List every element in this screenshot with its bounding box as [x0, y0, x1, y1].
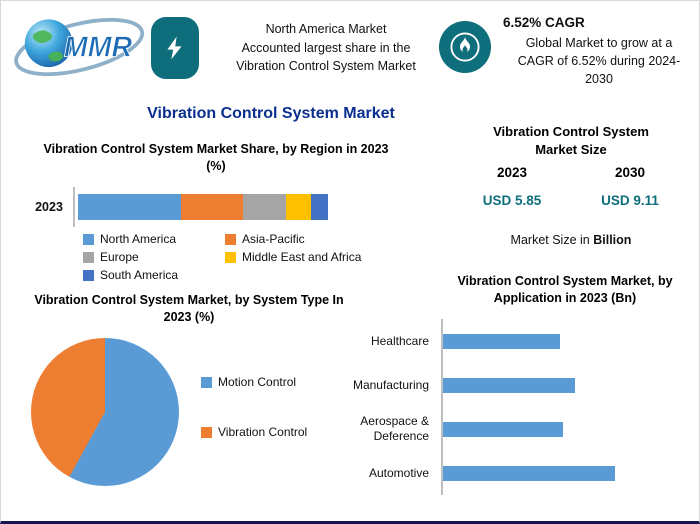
logo-text: MMR	[64, 32, 133, 64]
pie-chart	[31, 338, 179, 486]
legend-label: Vibration Control	[218, 425, 308, 439]
lightning-icon	[151, 17, 199, 79]
app-bar-track	[441, 407, 693, 451]
legend-label: North America	[100, 232, 177, 246]
app-bar-label: Manufacturing	[352, 377, 429, 392]
callout-cagr: 6.52% CAGR Global Market to grow at a CA…	[439, 13, 695, 88]
legend-item-asia-pacific: Asia-Pacific	[225, 232, 413, 246]
region-segment-asia-pacific	[180, 194, 243, 220]
app-chart-title: Vibration Control System Market, by Appl…	[457, 274, 673, 305]
legend-item-north-america: North America	[83, 232, 225, 246]
region-segment-europe	[243, 194, 286, 220]
region-segment-middle-east-and-africa	[285, 194, 311, 220]
callout-north-america: North America Market Accounted largest s…	[151, 17, 441, 79]
mmr-logo: MMR	[9, 7, 155, 87]
legend-swatch	[83, 269, 94, 281]
legend-item-south-america: South America	[83, 268, 225, 282]
app-bar-aerospace-deference	[443, 421, 563, 437]
legend-swatch	[83, 233, 94, 245]
legend-item-vibration-control: Vibration Control	[201, 425, 307, 439]
legend-item-middle-east-and-africa: Middle East and Africa	[225, 250, 413, 264]
region-legend: North America Asia-Pacific Europe Middle Ea…	[83, 232, 413, 282]
legend-label: Middle East and Africa	[242, 250, 362, 264]
region-axis-line	[73, 187, 75, 227]
legend-label: Motion Control	[218, 375, 297, 389]
app-bar-label: Healthcare	[370, 333, 429, 348]
region-segment-south-america	[310, 194, 328, 220]
app-bar-row: Aerospace & Deference	[323, 407, 693, 451]
app-bar-track	[441, 319, 693, 363]
app-bar-row: Manufacturing	[323, 363, 693, 407]
region-year-label: 2023	[35, 200, 63, 214]
cagr-heading: 6.52% CAGR	[503, 15, 585, 30]
legend-swatch	[83, 251, 94, 263]
app-bar-track	[441, 363, 693, 407]
market-size-note: Market Size in Billion	[453, 233, 689, 247]
region-segment-north-america	[78, 194, 181, 220]
app-bar-manufacturing	[443, 377, 575, 393]
market-size-note-text: Market Size in	[510, 233, 590, 247]
globe-icon: MMR	[14, 17, 145, 77]
legend-swatch	[225, 251, 236, 263]
flame-icon	[439, 21, 491, 73]
market-size-title: Vibration Control System Market Size	[493, 124, 649, 158]
page-title: Vibration Control System Market	[147, 105, 395, 122]
app-bar-row: Healthcare	[323, 319, 693, 363]
market-size-table: 2023 2030 USD 5.85 USD 9.11	[453, 165, 689, 208]
legend-item-europe: Europe	[83, 250, 225, 264]
app-bar-row: Automotive	[323, 451, 693, 495]
app-bar-automotive	[443, 465, 615, 481]
app-bar-label: Automotive	[368, 465, 429, 480]
region-chart: 2023	[25, 187, 435, 227]
legend-swatch	[201, 426, 212, 438]
market-size-note-unit: Billion	[593, 233, 632, 247]
market-size-value-2023: USD 5.85	[482, 193, 542, 208]
app-bar-label: Aerospace & Deference	[360, 414, 429, 443]
legend-item-motion-control: Motion Control	[201, 375, 307, 389]
legend-label: Asia-Pacific	[242, 232, 305, 246]
app-bar-track	[441, 451, 693, 495]
region-chart-title: Vibration Control System Market Share, b…	[43, 142, 389, 173]
market-size-year-2030: 2030	[614, 165, 646, 180]
market-size-value-2030: USD 9.11	[601, 193, 659, 208]
legend-label: Europe	[100, 250, 139, 264]
legend-label: South America	[100, 268, 179, 282]
pie-chart-title: Vibration Control System Market, by Syst…	[34, 293, 344, 324]
legend-swatch	[225, 233, 236, 245]
pie-legend: Motion Control Vibration Control	[201, 375, 307, 439]
market-size-year-2023: 2023	[496, 165, 528, 180]
region-bar	[78, 194, 328, 220]
callout-na-text: North America Market Accounted largest s…	[236, 21, 416, 74]
app-bar-healthcare	[443, 333, 560, 349]
legend-swatch	[201, 376, 212, 388]
cagr-text: Global Market to grow at a CAGR of 6.52%…	[517, 36, 681, 87]
app-bar-rows: Healthcare Manufacturing Aerospace & Defer…	[323, 319, 693, 495]
